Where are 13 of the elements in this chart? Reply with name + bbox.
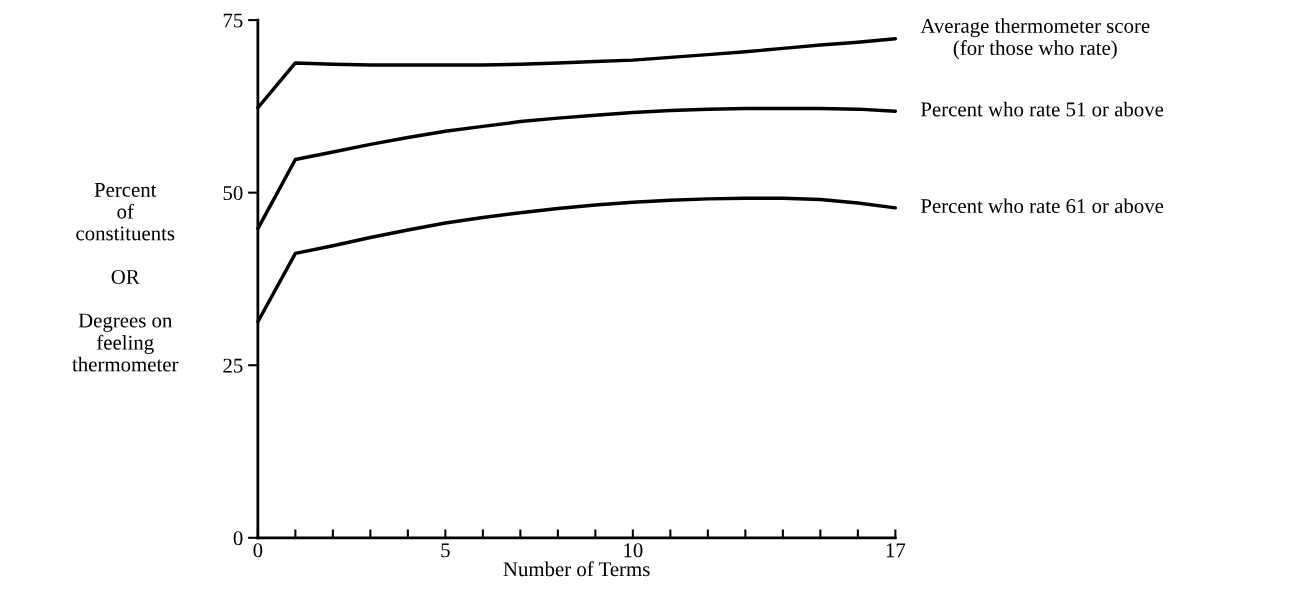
y-tick-label: 25 [223,358,243,373]
x-tick-label: 0 [253,543,263,558]
x-tick-label: 17 [886,543,906,558]
y-tick-label: 0 [233,531,243,546]
x-tick-label: 10 [624,543,643,558]
x-tick-label: 5 [441,543,450,558]
series-label: Percent who rate 61 or above [920,198,1164,214]
x-axis-title: Number of Terms [503,561,650,577]
series-label: Percent who rate 51 or above [920,101,1164,117]
series-label: Average thermometer score (for those who rate) [920,18,1150,60]
y-tick-label: 50 [223,186,243,201]
text: Percent of constituents OR Degrees on feeling thermometer [72,183,179,372]
y-tick-label: 75 [223,13,243,28]
